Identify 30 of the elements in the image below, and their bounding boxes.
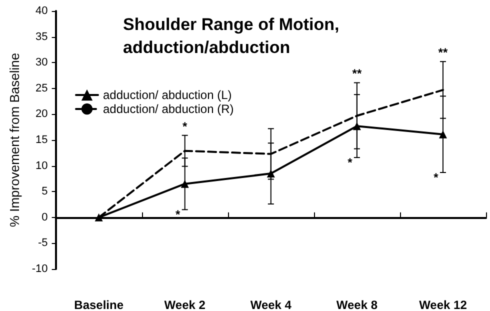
annotation: * xyxy=(348,156,353,170)
point xyxy=(352,122,361,130)
annotation: * xyxy=(176,208,181,222)
y-tick-label: 20 xyxy=(36,108,48,120)
point xyxy=(438,130,447,138)
y-tick-label: 25 xyxy=(36,82,48,94)
annotation: ** xyxy=(352,66,362,81)
y-tick-label: 35 xyxy=(36,30,48,43)
x-tick-label: Week 8 xyxy=(336,298,378,311)
y-tick-label: 0 xyxy=(42,211,48,224)
legend-label: adduction/ abduction (L) xyxy=(103,88,232,102)
x-tick-label: Baseline xyxy=(74,298,124,311)
y-tick-label: 10 xyxy=(36,160,48,172)
y-tick-label: 30 xyxy=(36,56,48,69)
x-tick-label: Week 2 xyxy=(164,298,206,311)
y-tick-label: 15 xyxy=(36,134,48,146)
legend-label: adduction/ abduction (R) xyxy=(103,102,234,116)
y-tick-label: 5 xyxy=(42,186,48,198)
annotation: ** xyxy=(438,46,448,60)
annotation: * xyxy=(434,170,439,185)
text: Shoulder Range of Motion, adduction/abduction xyxy=(123,15,344,57)
annotation: * xyxy=(182,119,188,134)
y-tick-label: 40 xyxy=(36,5,48,17)
point xyxy=(180,180,189,188)
y-tick-label: -10 xyxy=(32,263,48,275)
point xyxy=(94,213,103,222)
x-tick-label: Week 4 xyxy=(250,298,292,311)
x-tick-label: Week 12 xyxy=(419,298,468,311)
y-tick-label: -5 xyxy=(38,237,48,250)
y-axis-title: % Improvement from Baseline xyxy=(7,52,22,228)
